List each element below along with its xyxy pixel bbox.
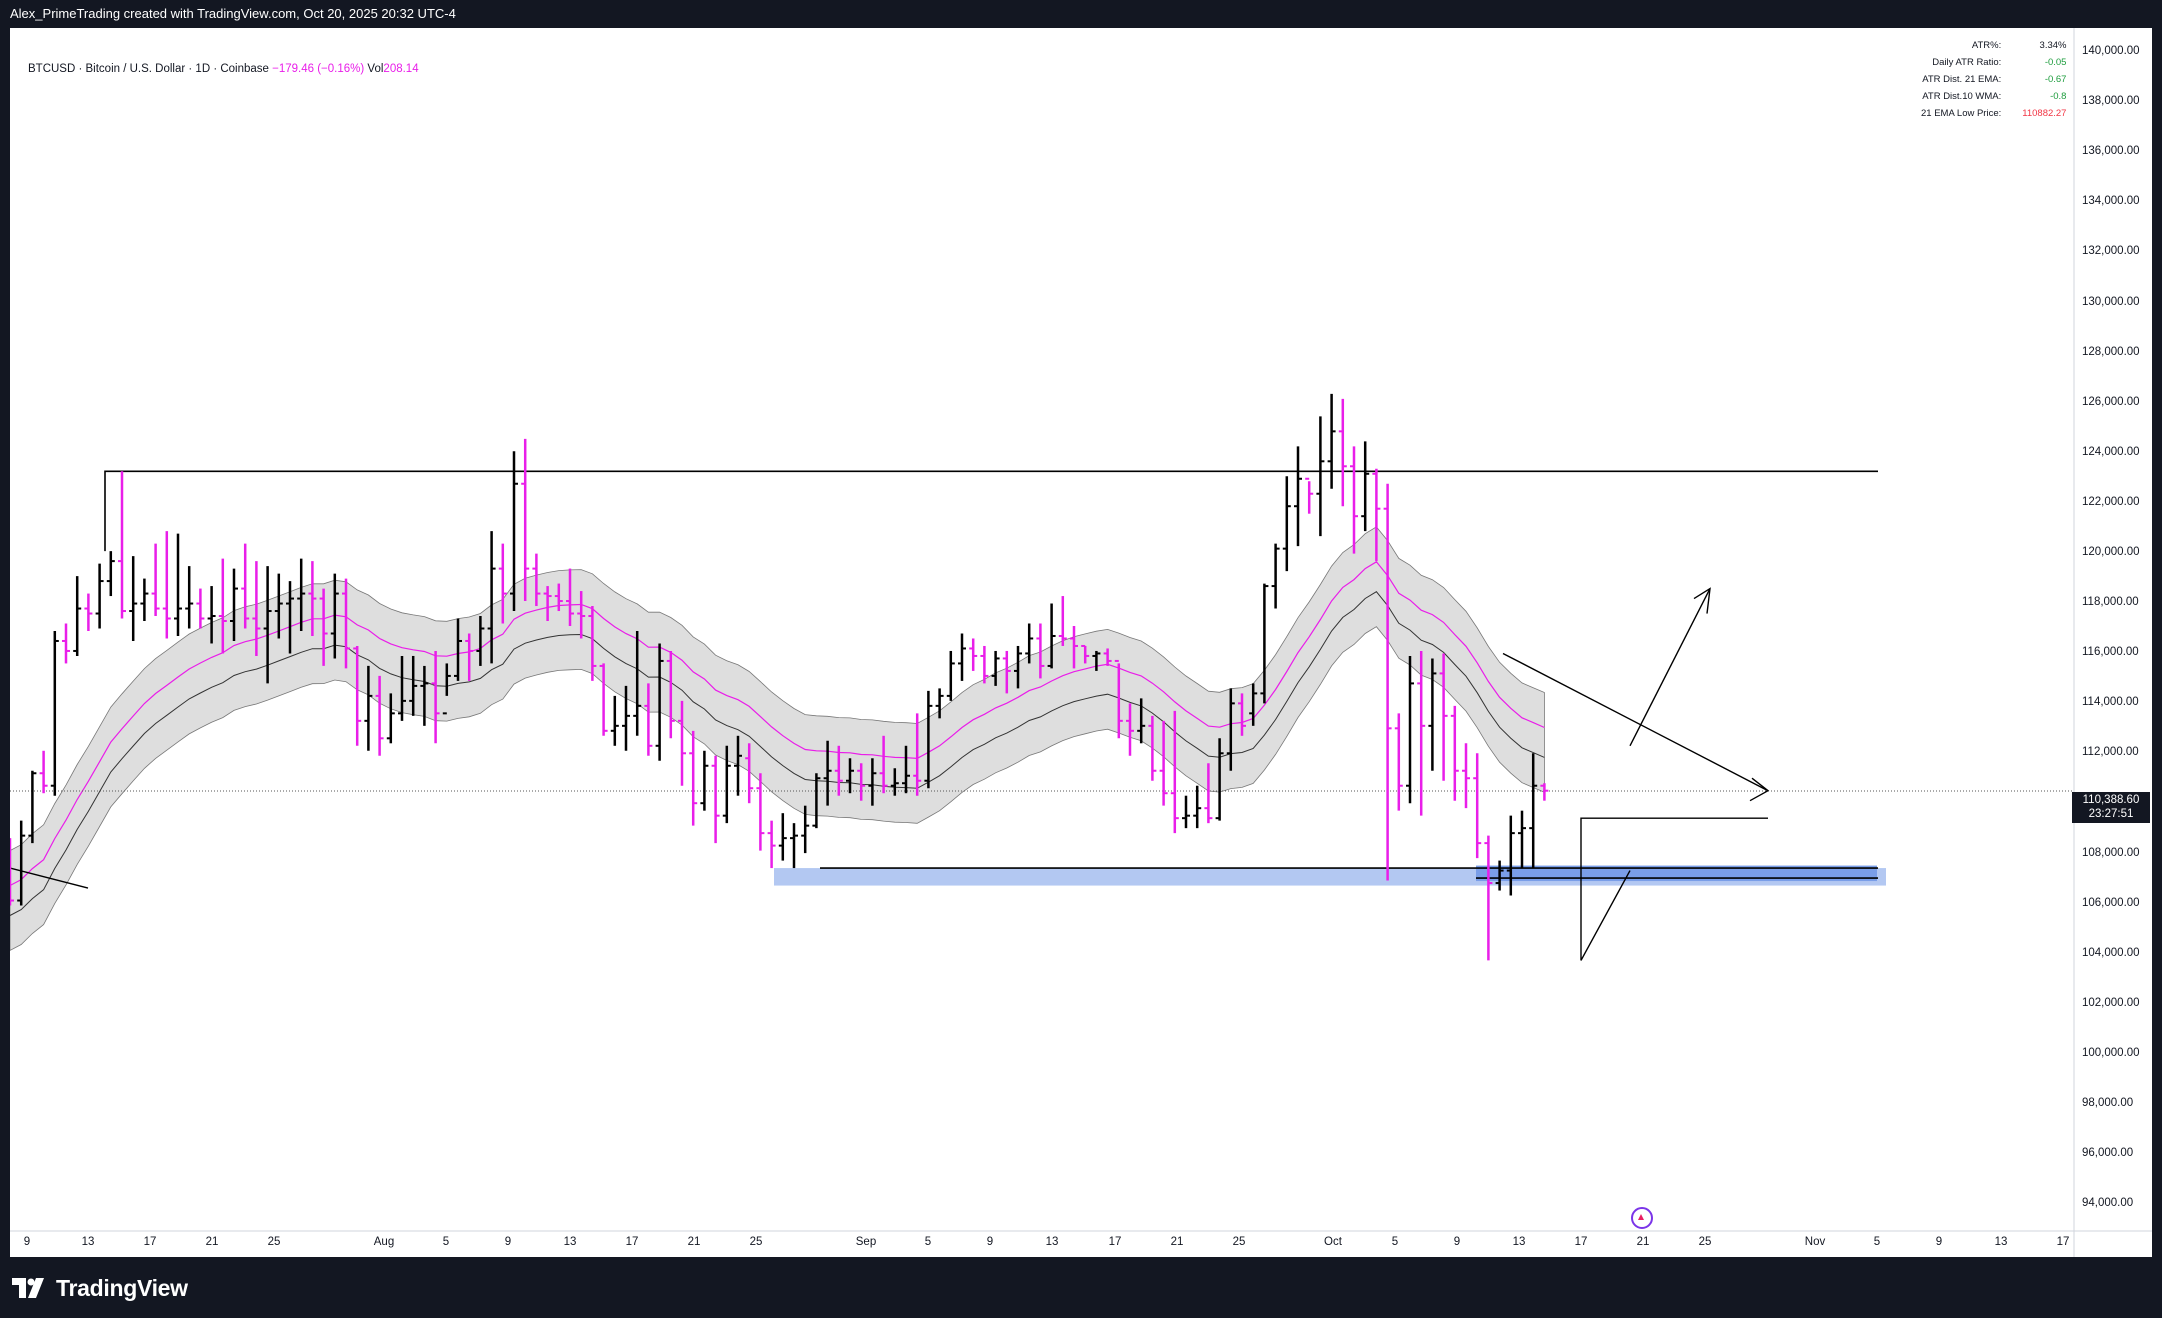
price-tick-label: 102,000.00: [2082, 996, 2140, 1009]
time-tick-label: 9: [986, 1236, 994, 1248]
resistance-line: [104, 470, 1878, 552]
indicator-row: ATR%: 3.34%: [1918, 37, 2069, 54]
time-tick-label: 5: [442, 1236, 450, 1248]
price-tick-label: 134,000.00: [2082, 195, 2140, 208]
symbol-legend: BTCUSD · Bitcoin / U.S. Dollar · 1D · Co…: [28, 63, 419, 75]
time-tick-label: 13: [1045, 1236, 1059, 1248]
volume-value: 208.14: [383, 63, 419, 75]
price-tick-label: 94,000.00: [2082, 1197, 2134, 1210]
range-box-lines: [1580, 817, 1768, 961]
time-tick-label: 17: [143, 1236, 157, 1248]
indicator-row: ATR Dist. 21 EMA: -0.67: [1918, 71, 2069, 88]
time-tick-label: 25: [267, 1236, 281, 1248]
time-tick-label: Aug: [373, 1236, 395, 1248]
price-tick-label: 118,000.00: [2082, 596, 2139, 609]
symbol-change: −179.46 (−0.16%): [272, 63, 365, 75]
price-tick-label: 106,000.00: [2082, 896, 2140, 909]
indicator-row: ATR Dist.10 WMA: -0.8: [1918, 88, 2069, 105]
atr-band: [10, 526, 1545, 951]
time-tick-label: 17: [2056, 1236, 2070, 1248]
uptrend-arrowhead: [1693, 587, 1711, 614]
time-tick-label: 21: [687, 1236, 701, 1248]
price-tick-label: 140,000.00: [2082, 45, 2140, 57]
price-tick-label: 100,000.00: [2082, 1047, 2140, 1059]
price-tick-label: 114,000.00: [2082, 696, 2139, 709]
indicator-row: Daily ATR Ratio: -0.05: [1918, 54, 2069, 71]
uptrend-arrow: [1629, 588, 1711, 747]
indicator-value: -0.67: [2044, 74, 2067, 85]
time-tick-label: 9: [1935, 1236, 1943, 1248]
time-tick-label: Oct: [1324, 1236, 1342, 1248]
chart-canvas[interactable]: [10, 28, 2152, 1257]
top-bar: Alex_PrimeTrading created with TradingVi…: [0, 0, 2162, 28]
wma-line: [10, 591, 1545, 916]
replay-icon[interactable]: [1630, 1206, 1654, 1230]
price-tick-label: 112,000.00: [2082, 746, 2139, 759]
time-tick-label: 9: [504, 1236, 512, 1248]
downtrend-arrow: [1502, 652, 1769, 792]
indicator-row: 21 EMA Low Price: 110882.27: [1918, 105, 2069, 122]
indicator-value: -0.8: [2050, 91, 2067, 102]
volume-label: Vol: [367, 63, 384, 75]
indicator-value: 3.34%: [2039, 40, 2067, 51]
price-tick-label: 124,000.00: [2082, 445, 2140, 458]
indicator-label: Daily ATR Ratio:: [1932, 57, 2002, 68]
indicator-label: ATR%:: [1971, 40, 2002, 51]
trend-line-left: [10, 867, 89, 889]
time-tick-label: 13: [1512, 1236, 1526, 1248]
tradingview-logo-text: TradingView: [56, 1274, 188, 1301]
time-tick-label: 5: [1873, 1236, 1881, 1248]
indicator-label: ATR Dist. 21 EMA:: [1922, 74, 2002, 85]
time-tick-label: 21: [1170, 1236, 1184, 1248]
time-tick-label: 21: [1636, 1236, 1650, 1248]
indicator-label: 21 EMA Low Price:: [1921, 108, 2002, 119]
downtrend-arrowhead: [1749, 777, 1770, 802]
time-tick-label: 5: [1391, 1236, 1399, 1248]
price-tick-label: 138,000.00: [2082, 95, 2140, 108]
credit-text: Alex_PrimeTrading created with TradingVi…: [10, 6, 456, 21]
price-tick-label: 120,000.00: [2082, 546, 2140, 558]
tradingview-logo[interactable]: TradingView: [12, 1275, 188, 1301]
price-tick-label: 116,000.00: [2082, 646, 2139, 659]
indicator-value: 110882.27: [2022, 108, 2067, 119]
last-price: 110,388.60: [2082, 794, 2140, 806]
time-tick-label: 9: [1453, 1236, 1461, 1248]
indicator-value: -0.05: [2044, 57, 2067, 68]
support-zone-right: [1476, 865, 1877, 882]
time-tick-label: 25: [1232, 1236, 1246, 1248]
time-tick-label: 13: [1994, 1236, 2008, 1248]
time-tick-label: 17: [625, 1236, 639, 1248]
time-tick-label: 21: [205, 1236, 219, 1248]
chart-area[interactable]: BTCUSD · Bitcoin / U.S. Dollar · 1D · Co…: [10, 28, 2152, 1257]
time-tick-label: 17: [1574, 1236, 1588, 1248]
price-tick-label: 96,000.00: [2082, 1147, 2134, 1160]
price-tick-label: 108,000.00: [2082, 846, 2140, 859]
price-tick-label: 136,000.00: [2082, 145, 2140, 158]
bottom-bar: TradingView: [0, 1257, 2162, 1318]
time-tick-label: 9: [23, 1236, 31, 1248]
time-tick-label: Nov: [1804, 1236, 1826, 1248]
price-tick-label: 126,000.00: [2082, 395, 2140, 408]
time-tick-label: Sep: [855, 1236, 877, 1248]
time-tick-label: 5: [924, 1236, 932, 1248]
price-tick-label: 132,000.00: [2082, 245, 2140, 258]
time-tick-label: 13: [563, 1236, 577, 1248]
price-tick-label: 130,000.00: [2082, 295, 2140, 308]
price-tick-label: 122,000.00: [2082, 495, 2140, 508]
time-tick-label: 25: [1698, 1236, 1712, 1248]
ema-line: [10, 561, 1545, 887]
price-tick-label: 128,000.00: [2082, 345, 2140, 358]
time-tick-label: 25: [749, 1236, 763, 1248]
time-tick-label: 17: [1108, 1236, 1122, 1248]
time-tick-label: 13: [81, 1236, 95, 1248]
symbol-name: BTCUSD · Bitcoin / U.S. Dollar · 1D · Co…: [28, 63, 269, 75]
price-tick-label: 98,000.00: [2082, 1097, 2134, 1110]
last-price-tag: 110,388.60 23:27:51: [2072, 792, 2150, 823]
bar-countdown: 23:27:51: [2088, 808, 2134, 820]
indicator-table: ATR%: 3.34% Daily ATR Ratio: -0.05 ATR Dist.…: [1918, 37, 2069, 122]
price-tick-label: 104,000.00: [2082, 946, 2140, 959]
indicator-label: ATR Dist.10 WMA:: [1922, 91, 2002, 102]
tradingview-icon: [12, 1278, 44, 1298]
